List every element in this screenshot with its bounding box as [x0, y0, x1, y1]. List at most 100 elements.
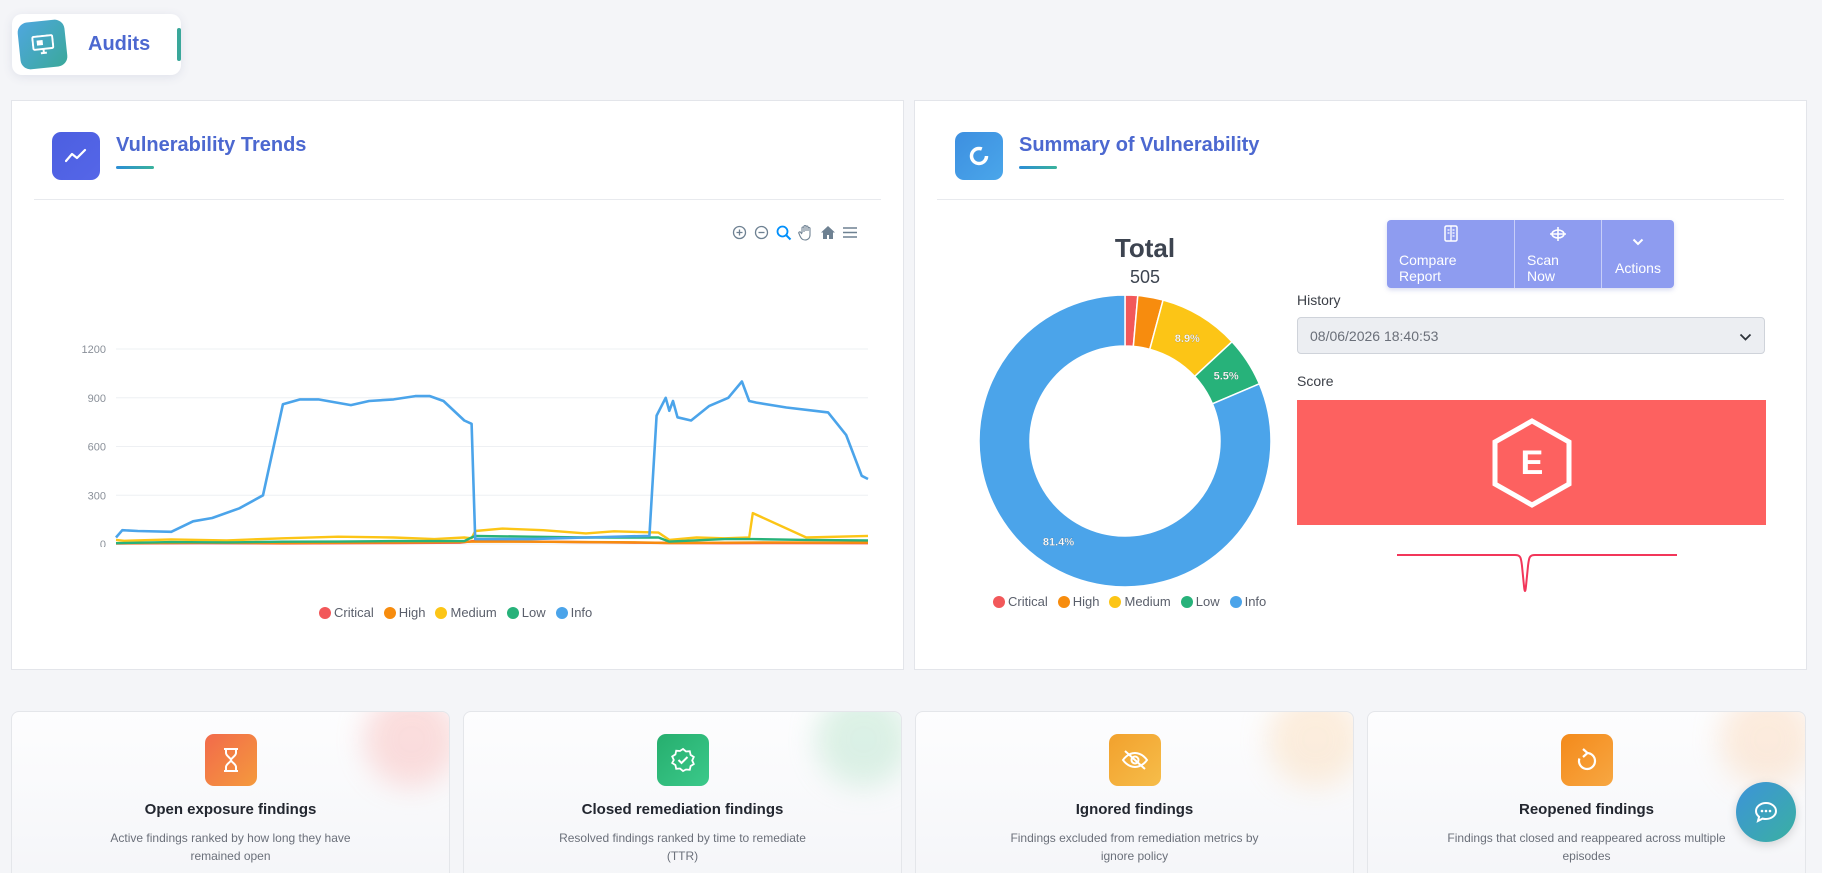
- divider: [937, 199, 1784, 200]
- actions-button[interactable]: Actions: [1602, 220, 1674, 288]
- score-label: Score: [1297, 373, 1334, 389]
- tile-ignored[interactable]: Ignored findings Findings excluded from …: [915, 711, 1354, 873]
- legend-label: Critical: [1008, 594, 1048, 609]
- scan-now-button[interactable]: Scan Now: [1515, 220, 1602, 288]
- donut-data-label: 81.4%: [1043, 537, 1074, 549]
- legend-marker: [319, 606, 331, 619]
- trend-legend: Critical High Medium Low Info: [319, 605, 592, 620]
- legend-item-high[interactable]: High: [1057, 594, 1100, 609]
- legend-label: Medium: [1124, 594, 1171, 609]
- tile-description: Active findings ranked by how long they …: [110, 831, 351, 863]
- legend-label: High: [1072, 594, 1100, 609]
- zoom-in-icon[interactable]: [730, 223, 749, 242]
- refresh-icon: [1560, 734, 1613, 786]
- card-header: Vulnerability Trends: [52, 132, 306, 180]
- legend-item-high[interactable]: High: [383, 605, 426, 620]
- legend-label: Info: [1244, 594, 1267, 609]
- divider: [34, 199, 881, 200]
- chat-bubble-icon: [1754, 801, 1778, 823]
- home-icon[interactable]: [818, 223, 837, 242]
- zoom-selection-icon[interactable]: [774, 223, 793, 242]
- history-label: History: [1297, 292, 1341, 308]
- y-tick-label: 600: [88, 442, 106, 454]
- chat-button[interactable]: [1736, 782, 1796, 842]
- legend-item-info[interactable]: Info: [555, 605, 593, 620]
- series-line-info: [115, 380, 869, 541]
- compare-icon: [1443, 225, 1458, 243]
- legend-item-low[interactable]: Low: [506, 605, 546, 620]
- card-title: Summary of Vulnerability: [1019, 134, 1260, 156]
- legend-label: High: [398, 605, 426, 620]
- actions-label: Actions: [1615, 259, 1661, 276]
- chart-toolbar: [730, 223, 859, 242]
- score-grade: E: [1520, 444, 1543, 482]
- tile-reopened[interactable]: Reopened findings Findings that closed a…: [1367, 711, 1806, 873]
- tile-glow: [816, 712, 901, 787]
- legend-item-critical[interactable]: Critical: [319, 605, 374, 620]
- zoom-out-icon[interactable]: [752, 223, 771, 242]
- tile-title: Open exposure findings: [144, 801, 317, 818]
- tile-open-exposure[interactable]: Open exposure findings Active findings r…: [11, 711, 450, 873]
- legend-label: Low: [1195, 594, 1220, 609]
- summary-vulnerability-card: Summary of Vulnerability Total 505 8.9% 5…: [914, 100, 1807, 670]
- legend-item-low[interactable]: Low: [1180, 594, 1220, 609]
- y-tick-label: 300: [88, 490, 106, 502]
- legend-marker: [1109, 595, 1122, 608]
- monitor-icon: [16, 18, 69, 71]
- legend-label: Info: [570, 605, 593, 620]
- active-indicator: [177, 28, 181, 61]
- legend-item-medium[interactable]: Medium: [435, 605, 497, 620]
- legend-marker: [383, 606, 396, 619]
- tile-description: Findings that closed and reappeared acro…: [1447, 831, 1726, 863]
- hexagon-icon: E: [1492, 417, 1571, 508]
- card-header: Summary of Vulnerability: [955, 132, 1259, 180]
- compare-report-label: Compare Report: [1399, 251, 1457, 284]
- donut-legend: Critical High Medium Low Info: [993, 594, 1266, 609]
- total-label: Total: [1114, 233, 1176, 263]
- donut-data-label: 8.9%: [1175, 333, 1200, 345]
- vulnerability-trends-card: Vulnerability Trends 0300600900120001/07…: [11, 100, 904, 670]
- trend-line-chart: 0300600900120001/07/202401/01/202501/07/…: [82, 344, 869, 547]
- scan-icon: [1549, 225, 1567, 243]
- tile-glow: [1268, 712, 1353, 787]
- audits-header[interactable]: Audits: [12, 14, 181, 75]
- donut-data-label: 5.5%: [1214, 370, 1239, 382]
- legend-marker: [555, 606, 568, 619]
- hourglass-icon: [204, 734, 257, 786]
- pan-hand-icon[interactable]: [796, 223, 815, 242]
- action-button-group: Compare Report Scan Now Actions: [1387, 220, 1674, 288]
- menu-icon[interactable]: [840, 223, 859, 242]
- tile-description: Findings excluded from remediation metri…: [1010, 831, 1259, 863]
- tile-title: Reopened findings: [1519, 801, 1654, 818]
- legend-label: Low: [521, 605, 546, 620]
- card-title: Vulnerability Trends: [116, 134, 307, 156]
- tile-glow: [1720, 712, 1805, 787]
- vulnerability-donut-chart: 8.9% 5.5% 81.4%: [978, 294, 1272, 588]
- page-title: Audits: [88, 33, 151, 55]
- legend-label: Medium: [450, 605, 497, 620]
- y-tick-label: 0: [100, 539, 106, 547]
- tile-description: Resolved findings ranked by time to reme…: [559, 831, 806, 863]
- legend-marker: [993, 595, 1005, 608]
- tile-closed-remediation[interactable]: Closed remediation findings Resolved fin…: [463, 711, 902, 873]
- score-badge: E: [1297, 400, 1766, 525]
- title-underline: [116, 166, 154, 169]
- legend-item-info[interactable]: Info: [1229, 594, 1267, 609]
- legend-marker: [506, 606, 519, 619]
- legend-marker: [1229, 595, 1242, 608]
- legend-item-critical[interactable]: Critical: [993, 594, 1048, 609]
- legend-marker: [1180, 595, 1193, 608]
- history-select[interactable]: 08/06/2026 18:40:53: [1297, 317, 1765, 354]
- legend-item-medium[interactable]: Medium: [1109, 594, 1171, 609]
- tile-glow: [364, 712, 449, 787]
- check-badge-icon: [656, 734, 709, 786]
- total-value: 505: [1129, 267, 1161, 287]
- history-value: 08/06/2026 18:40:53: [1310, 327, 1439, 344]
- y-tick-label: 1200: [82, 344, 106, 356]
- legend-marker: [435, 606, 448, 619]
- compare-report-button[interactable]: Compare Report: [1387, 220, 1515, 288]
- score-pulse-line: [1397, 554, 1677, 592]
- legend-label: Critical: [334, 605, 374, 620]
- eye-off-icon: [1108, 734, 1161, 786]
- tile-title: Closed remediation findings: [581, 801, 784, 818]
